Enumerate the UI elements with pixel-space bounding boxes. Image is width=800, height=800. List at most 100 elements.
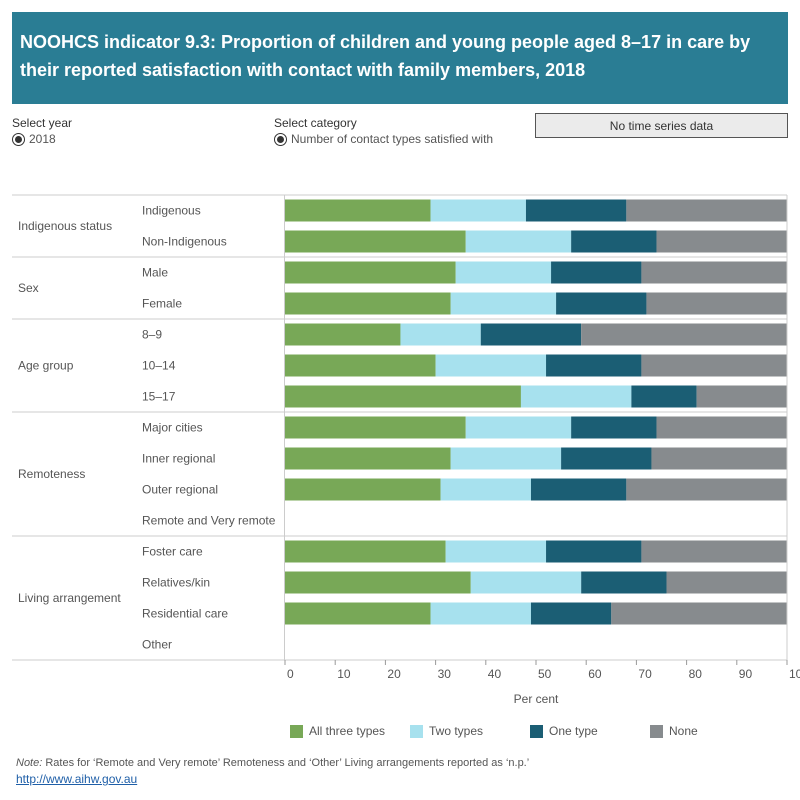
x-tick-label: 50: [538, 667, 552, 681]
bar-segment: [285, 323, 401, 346]
bar-segment: [285, 292, 451, 315]
bar-segment: [285, 416, 466, 439]
category-label: Other: [142, 638, 172, 652]
title-banner: NOOHCS indicator 9.3: Proportion of chil…: [12, 12, 788, 104]
category-radio-label: Number of contact types satisfied with: [291, 132, 494, 146]
bar-segment: [530, 602, 612, 625]
legend-label: Two types: [429, 724, 484, 738]
x-tick-label: 60: [588, 667, 602, 681]
bar-segment: [520, 385, 632, 408]
category-label: Relatives/kin: [142, 576, 210, 590]
legend-swatch: [530, 724, 543, 738]
bar-segment: [641, 261, 787, 284]
bar-segment: [581, 323, 787, 346]
bar-segment: [440, 478, 531, 501]
bar-segment: [470, 571, 582, 594]
footnote: Note: Rates for ‘Remote and Very remote’…: [16, 757, 529, 769]
category-label: 15–17: [142, 390, 176, 404]
bar-segment: [561, 447, 652, 470]
source-link[interactable]: http://www.aihw.gov.au: [16, 772, 138, 786]
bar-segment: [480, 323, 582, 346]
bar-segment: [285, 385, 521, 408]
category-label: Non-Indigenous: [142, 235, 227, 249]
bar-segment: [551, 261, 642, 284]
bar-segment: [656, 230, 787, 253]
group-label: Sex: [18, 281, 39, 295]
bar-segment: [626, 478, 787, 501]
bar-segment: [445, 540, 547, 563]
category-label: Major cities: [142, 421, 203, 435]
bar-segment: [285, 571, 471, 594]
bar-segment: [581, 571, 667, 594]
x-tick-label: 10: [337, 667, 351, 681]
bar-segment: [465, 416, 572, 439]
bar-segment: [285, 261, 456, 284]
bar-segment: [666, 571, 787, 594]
legend-entry[interactable]: All three types: [290, 724, 385, 738]
bar-segment: [611, 602, 787, 625]
x-tick-label: 30: [438, 667, 452, 681]
bar-segment: [285, 447, 451, 470]
bar-segment: [546, 540, 642, 563]
legend-entry[interactable]: Two types: [410, 724, 483, 738]
bar-segment: [651, 447, 787, 470]
year-radio-label: 2018: [29, 132, 56, 146]
bar-segment: [631, 385, 697, 408]
legend-swatch: [410, 724, 423, 738]
bar-segment: [435, 354, 547, 377]
bar-segment: [285, 354, 436, 377]
chart-title: NOOHCS indicator 9.3: Proportion of chil…: [20, 32, 751, 80]
bar-segment: [641, 354, 787, 377]
category-label: Inner regional: [142, 452, 215, 466]
stacked-bar-chart: Indigenous status Indigenous Non-Indigenou…: [12, 194, 800, 706]
x-axis-label: Per cent: [514, 692, 559, 706]
bar-segment: [285, 199, 431, 222]
category-label: Residential care: [142, 607, 228, 621]
category-label: Female: [142, 297, 182, 311]
category-label: Foster care: [142, 545, 203, 559]
bar-segment: [525, 199, 627, 222]
group-label: Living arrangement: [18, 591, 121, 605]
footnote-prefix: Note:: [16, 757, 43, 769]
category-radio-option[interactable]: Number of contact types satisfied with: [274, 132, 493, 146]
x-tick-label: 40: [488, 667, 502, 681]
bar-segment: [465, 230, 572, 253]
bar-segment: [430, 199, 526, 222]
bar-segment: [430, 602, 531, 625]
legend-swatch: [290, 724, 303, 738]
group-label: Remoteness: [18, 467, 85, 481]
category-label: Indigenous: [142, 204, 201, 218]
bar-segment: [285, 478, 441, 501]
footnote-text: Rates for ‘Remote and Very remote’ Remot…: [42, 757, 530, 769]
bar-segment: [285, 602, 431, 625]
category-filter-label: Select category: [274, 116, 357, 130]
bar-segment: [696, 385, 787, 408]
bar-segment: [646, 292, 787, 315]
legend-label: All three types: [309, 724, 386, 738]
bar-segment: [556, 292, 647, 315]
x-tick-label: 80: [689, 667, 703, 681]
x-tick-label: 20: [387, 667, 401, 681]
bar-segment: [546, 354, 642, 377]
bar-segment: [400, 323, 481, 346]
bar-segment: [285, 540, 446, 563]
bar-segment: [455, 261, 552, 284]
legend-entry[interactable]: One type: [530, 724, 598, 738]
legend-entry[interactable]: None: [650, 724, 698, 738]
radio-selected-icon[interactable]: [274, 132, 287, 146]
time-series-notice: No time series data: [535, 113, 788, 138]
x-tick-label: 0: [287, 667, 294, 681]
legend-label: One type: [549, 724, 598, 738]
bar-segment: [656, 416, 787, 439]
radio-selected-icon[interactable]: [12, 132, 25, 146]
legend-label: None: [669, 724, 698, 738]
category-label: Remote and Very remote: [142, 514, 276, 528]
x-tick-label: 100: [789, 667, 800, 681]
category-label: Male: [142, 266, 168, 280]
category-label: Outer regional: [142, 483, 218, 497]
group-label: Age group: [18, 359, 74, 373]
bar-segment: [285, 230, 466, 253]
bar-segment: [571, 230, 657, 253]
x-tick-label: 70: [638, 667, 652, 681]
year-radio-option[interactable]: 2018: [12, 132, 56, 146]
